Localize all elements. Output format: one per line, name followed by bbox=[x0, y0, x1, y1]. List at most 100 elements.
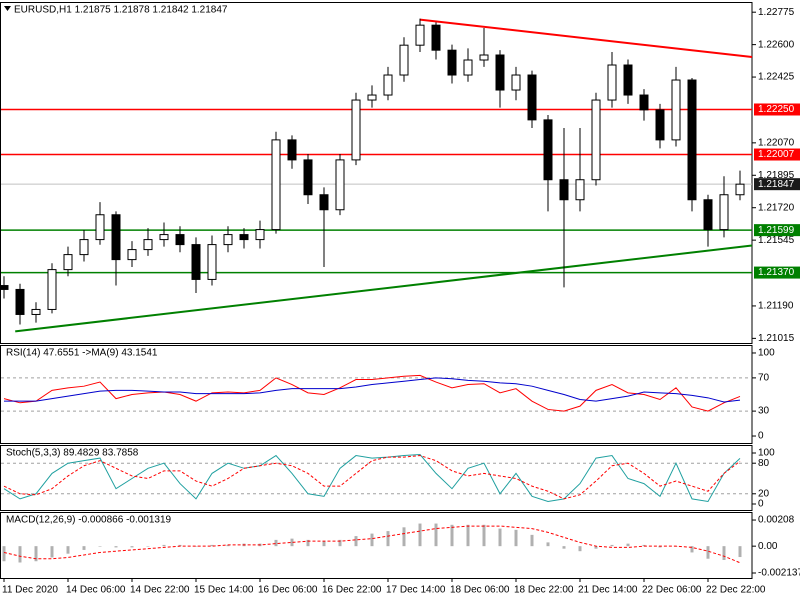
histogram-bar bbox=[498, 528, 502, 547]
level-label: 1.22250 bbox=[758, 104, 795, 115]
histogram-bar bbox=[226, 544, 230, 547]
y-tick-label: 80 bbox=[758, 458, 770, 469]
candle-body bbox=[399, 44, 409, 76]
y-tick-label: 1.22600 bbox=[758, 39, 795, 50]
histogram-bar bbox=[418, 523, 422, 547]
axis-label-box bbox=[754, 103, 800, 116]
histogram-bar bbox=[2, 546, 6, 562]
histogram-bar bbox=[530, 534, 534, 547]
x-tick-label: 14 Dec 22:00 bbox=[130, 585, 190, 596]
x-tick-label: 14 Dec 06:00 bbox=[66, 585, 126, 596]
x-tick-label: 18 Dec 06:00 bbox=[450, 585, 510, 596]
y-tick-label: 1.21015 bbox=[758, 333, 795, 344]
trend-line bbox=[419, 18, 753, 59]
indicator-line bbox=[3, 374, 741, 412]
y-tick-label: 1.21545 bbox=[758, 235, 795, 246]
histogram-bar bbox=[354, 536, 358, 547]
candle-body bbox=[0, 285, 9, 290]
histogram-bar bbox=[658, 546, 662, 548]
x-tick-label: 18 Dec 22:00 bbox=[514, 585, 574, 596]
level-label: 1.21599 bbox=[758, 225, 795, 236]
y-tick-label: 0 bbox=[758, 431, 764, 442]
y-tick-label: -0.002137 bbox=[758, 568, 800, 579]
histogram-bar bbox=[66, 546, 70, 554]
histogram-bar bbox=[178, 544, 182, 547]
candle-body bbox=[15, 288, 25, 315]
candle-body bbox=[351, 99, 361, 161]
histogram-bar bbox=[434, 523, 438, 547]
histogram-bar bbox=[290, 538, 294, 547]
y-tick-label: 20 bbox=[758, 488, 770, 499]
histogram-bar bbox=[34, 546, 38, 562]
candle-body bbox=[655, 109, 665, 141]
histogram-bar bbox=[82, 546, 86, 550]
histogram-bar bbox=[722, 546, 726, 560]
histogram-bar bbox=[146, 546, 150, 547]
dropdown-icon[interactable] bbox=[4, 6, 11, 11]
candle-body bbox=[607, 64, 617, 101]
panel-title: Stoch(5,3,3) 89.4829 83.7858 bbox=[6, 448, 139, 459]
histogram-bar bbox=[322, 541, 326, 547]
axis-label-box bbox=[754, 148, 800, 161]
histogram-bar bbox=[98, 546, 102, 547]
candle-body bbox=[319, 194, 329, 211]
histogram-bar bbox=[274, 539, 278, 547]
y-tick-label: 1.21190 bbox=[758, 301, 794, 312]
panel-frame bbox=[0, 2, 753, 344]
axis-label-box bbox=[754, 224, 800, 237]
candle-body bbox=[447, 49, 457, 76]
axis-label-box bbox=[754, 266, 800, 279]
candle-body bbox=[63, 254, 73, 271]
histogram-bar bbox=[130, 546, 134, 548]
level-label: 1.21370 bbox=[758, 267, 795, 278]
candle-body bbox=[191, 244, 201, 280]
candle-body bbox=[431, 24, 441, 51]
histogram-bar bbox=[546, 542, 550, 547]
x-tick-label: 17 Dec 14:00 bbox=[386, 585, 446, 596]
y-tick-label: 100 bbox=[758, 348, 775, 359]
candle-body bbox=[47, 269, 57, 310]
panel-title: EURUSD,H1 1.21875 1.21878 1.21842 1.2184… bbox=[14, 5, 228, 16]
histogram-bar bbox=[738, 546, 742, 558]
histogram-bar bbox=[562, 546, 566, 549]
histogram-bar bbox=[114, 546, 118, 548]
panel-title: RSI(14) 47.6551 ->MA(9) 43.1541 bbox=[6, 348, 158, 359]
x-tick-label: 22 Dec 22:00 bbox=[706, 585, 766, 596]
candle-body bbox=[95, 214, 105, 241]
y-tick-label: 1.22070 bbox=[758, 137, 795, 148]
y-tick-label: 1.21720 bbox=[758, 202, 795, 213]
x-tick-label: 16 Dec 22:00 bbox=[322, 585, 382, 596]
candle-body bbox=[527, 74, 537, 121]
candle-body bbox=[687, 79, 697, 201]
candle-body bbox=[479, 54, 489, 61]
candle-body bbox=[495, 54, 505, 91]
histogram-bar bbox=[690, 546, 694, 553]
candle-body bbox=[159, 234, 169, 241]
histogram-bar bbox=[642, 544, 646, 547]
candle-body bbox=[367, 94, 377, 101]
candle-body bbox=[415, 24, 425, 46]
histogram-bar bbox=[162, 544, 166, 547]
candle-body bbox=[511, 74, 521, 91]
histogram-bar bbox=[482, 524, 486, 547]
candle-body bbox=[31, 308, 41, 315]
candle-body bbox=[575, 179, 585, 201]
x-tick-label: 21 Dec 14:00 bbox=[578, 585, 638, 596]
candle-body bbox=[207, 244, 217, 280]
histogram-bar bbox=[370, 533, 374, 547]
panel-title: MACD(12,26,9) -0.000866 -0.001319 bbox=[6, 515, 172, 526]
candle-body bbox=[303, 159, 313, 196]
histogram-bar bbox=[18, 546, 22, 563]
y-tick-label: 0 bbox=[758, 499, 764, 510]
histogram-bar bbox=[210, 544, 214, 547]
candle-body bbox=[79, 239, 89, 256]
candle-body bbox=[623, 64, 633, 96]
histogram-bar bbox=[450, 524, 454, 547]
candle-body bbox=[463, 59, 473, 76]
y-tick-label: 0.00 bbox=[758, 541, 778, 552]
candle-body bbox=[735, 183, 745, 196]
candle-body bbox=[255, 229, 265, 241]
axis-label-box bbox=[754, 178, 800, 191]
panel-frame bbox=[0, 512, 753, 579]
